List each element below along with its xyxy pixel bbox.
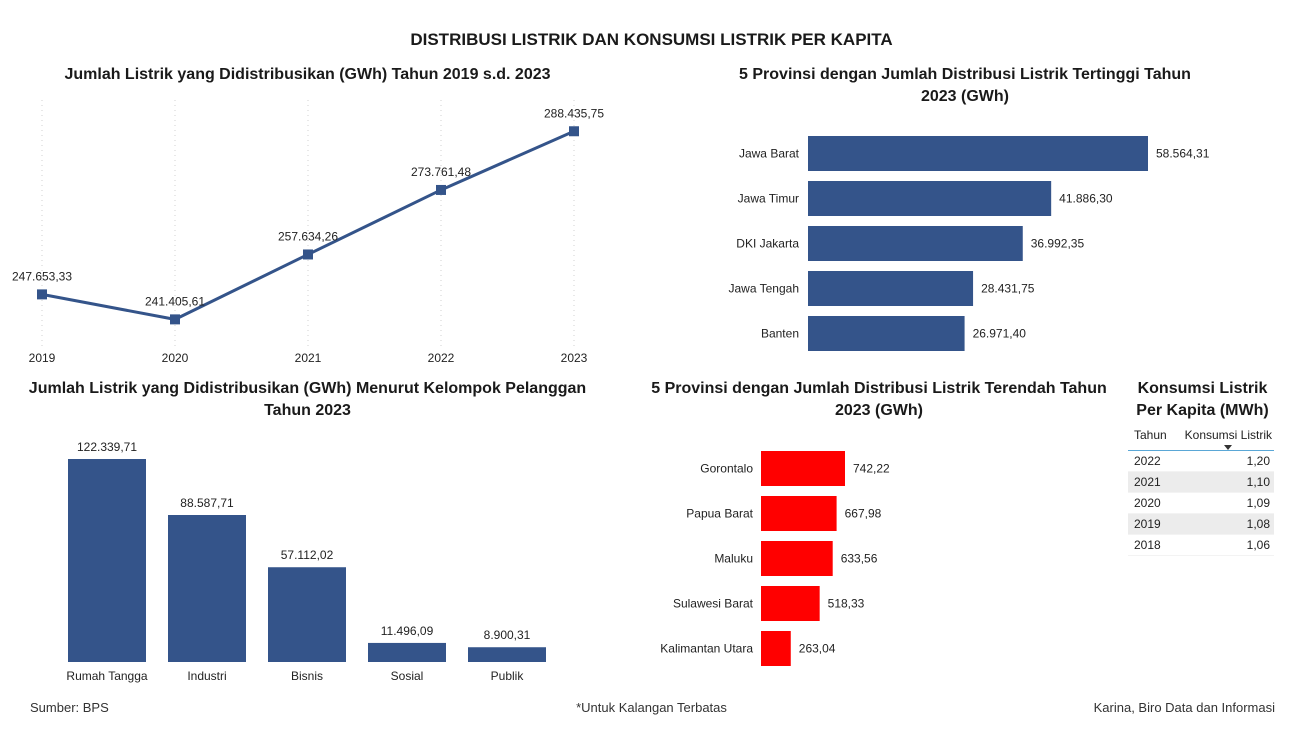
bar bbox=[368, 642, 446, 662]
column-header-tahun[interactable]: Tahun bbox=[1128, 428, 1171, 451]
category-label: Papua Barat bbox=[686, 507, 753, 521]
data-point-marker bbox=[303, 249, 313, 260]
cell-value: 1,10 bbox=[1170, 471, 1274, 493]
cell-year: 2020 bbox=[1128, 492, 1171, 514]
cell-value: 1,09 bbox=[1170, 492, 1274, 514]
data-label: 241.405,61 bbox=[145, 294, 205, 308]
segment-bar-chart: 122.339,71 Rumah Tangga 88.587,71 Industri 5… bbox=[66, 440, 546, 683]
cell-value: 1,20 bbox=[1170, 450, 1274, 472]
x-tick-label: 2022 bbox=[428, 351, 455, 365]
category-label: Bisnis bbox=[291, 669, 323, 683]
bar bbox=[761, 451, 845, 486]
x-tick-label: 2021 bbox=[295, 351, 322, 365]
category-label: Sulawesi Barat bbox=[673, 597, 754, 611]
bar bbox=[761, 586, 820, 621]
footer-note: *Untuk Kalangan Terbatas bbox=[576, 700, 727, 715]
cell-value: 1,06 bbox=[1170, 534, 1274, 556]
category-label: Jawa Tengah bbox=[729, 282, 800, 296]
data-point-marker bbox=[170, 314, 180, 325]
bar bbox=[468, 647, 546, 662]
bottom5-bar-chart: Gorontalo 742,22 Papua Barat 667,98 Maluku 63… bbox=[660, 451, 890, 666]
data-label: 273.761,48 bbox=[411, 165, 471, 179]
category-label: Gorontalo bbox=[700, 462, 753, 476]
cell-year: 2018 bbox=[1128, 534, 1171, 556]
data-label: 28.431,75 bbox=[981, 282, 1035, 296]
table-row: 2022 1,20 bbox=[1128, 450, 1274, 472]
data-label: 41.886,30 bbox=[1059, 192, 1113, 206]
cell-value: 1,08 bbox=[1170, 513, 1274, 535]
x-tick-label: 2023 bbox=[561, 351, 588, 365]
bar bbox=[168, 515, 246, 662]
category-label: Rumah Tangga bbox=[66, 669, 147, 683]
data-label: 26.971,40 bbox=[973, 327, 1027, 341]
line-chart: 247.653,33 2019 241.405,61 2020 257.634,26 20… bbox=[12, 100, 604, 365]
category-label: Sosial bbox=[391, 669, 424, 683]
bar bbox=[761, 496, 837, 531]
cell-year: 2021 bbox=[1128, 471, 1171, 493]
data-label: 742,22 bbox=[853, 462, 890, 476]
bar bbox=[68, 459, 146, 662]
category-label: DKI Jakarta bbox=[736, 237, 799, 251]
bar bbox=[761, 631, 791, 666]
data-point-marker bbox=[436, 184, 446, 195]
category-label: Publik bbox=[491, 669, 525, 683]
data-label: 11.496,09 bbox=[381, 624, 434, 638]
bar bbox=[808, 136, 1148, 171]
top5-bar-chart: Jawa Barat 58.564,31 Jawa Timur 41.886,30 DK… bbox=[729, 136, 1210, 351]
footer-source: Sumber: BPS bbox=[30, 700, 109, 715]
bar bbox=[268, 567, 346, 662]
data-label: 518,33 bbox=[828, 597, 865, 611]
percapita-title: Konsumsi Listrik Per Kapita (MWh) bbox=[1136, 380, 1269, 419]
bar bbox=[808, 226, 1023, 261]
bar bbox=[808, 316, 965, 351]
sort-descending-icon[interactable] bbox=[1224, 445, 1233, 450]
x-tick-label: 2020 bbox=[162, 351, 189, 365]
top5-chart-title: 5 Provinsi dengan Jumlah Distribusi List… bbox=[739, 66, 1191, 105]
table-row: 2020 1,09 bbox=[1128, 492, 1274, 514]
data-label: 263,04 bbox=[799, 642, 836, 656]
category-label: Kalimantan Utara bbox=[660, 642, 753, 656]
bottom5-chart-title: 5 Provinsi dengan Jumlah Distribusi List… bbox=[651, 380, 1107, 419]
data-label: 8.900,31 bbox=[484, 628, 531, 642]
data-label: 36.992,35 bbox=[1031, 237, 1085, 251]
x-tick-label: 2019 bbox=[29, 351, 56, 365]
data-point-marker bbox=[569, 126, 579, 137]
data-label: 633,56 bbox=[841, 552, 878, 566]
page-title: DISTRIBUSI LISTRIK DAN KONSUMSI LISTRIK … bbox=[410, 30, 893, 49]
data-label: 58.564,31 bbox=[1156, 147, 1210, 161]
footer-author: Karina, Biro Data dan Informasi bbox=[1093, 700, 1275, 715]
data-label: 122.339,71 bbox=[77, 440, 137, 454]
category-label: Jawa Timur bbox=[738, 192, 799, 206]
data-label: 667,98 bbox=[845, 507, 882, 521]
percapita-table: Tahun Konsumsi Listrik 2022 1,20 2021 1,10… bbox=[1128, 428, 1274, 556]
cell-year: 2022 bbox=[1128, 450, 1171, 472]
category-label: Jawa Barat bbox=[739, 147, 800, 161]
data-label: 88.587,71 bbox=[180, 496, 234, 510]
column-header-label: Konsumsi Listrik bbox=[1184, 428, 1272, 442]
data-label: 247.653,33 bbox=[12, 269, 72, 283]
category-label: Banten bbox=[761, 327, 799, 341]
bar bbox=[808, 181, 1052, 216]
segment-chart-title: Jumlah Listrik yang Didistribusikan (GWh… bbox=[28, 380, 587, 419]
data-label: 57.112,02 bbox=[281, 548, 334, 562]
line-chart-title: Jumlah Listrik yang Didistribusikan (GWh… bbox=[64, 66, 551, 83]
data-label: 257.634,26 bbox=[278, 229, 338, 243]
table-row: 2021 1,10 bbox=[1128, 471, 1274, 493]
category-label: Industri bbox=[187, 669, 226, 683]
bar bbox=[761, 541, 833, 576]
table-row: 2019 1,08 bbox=[1128, 513, 1274, 535]
category-label: Maluku bbox=[714, 552, 753, 566]
data-point-marker bbox=[37, 289, 47, 300]
data-label: 288.435,75 bbox=[544, 106, 604, 120]
table-row: 2018 1,06 bbox=[1128, 534, 1274, 556]
column-header-konsumsi[interactable]: Konsumsi Listrik bbox=[1170, 428, 1274, 451]
cell-year: 2019 bbox=[1128, 513, 1171, 535]
bar bbox=[808, 271, 974, 306]
